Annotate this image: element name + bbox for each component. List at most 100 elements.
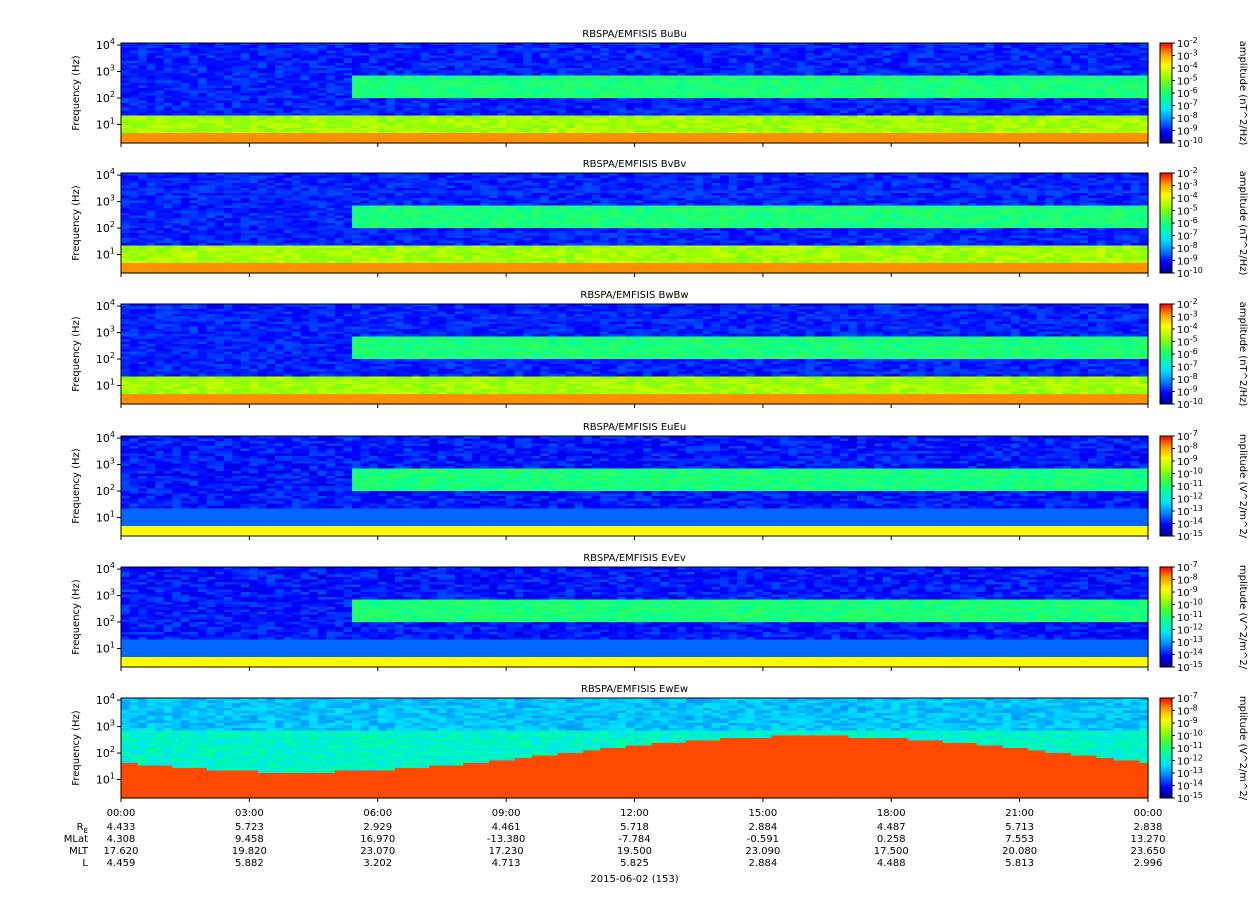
ephemeris-value: 5.723	[235, 822, 264, 833]
y-tick-label: 103	[96, 64, 115, 79]
ephemeris-value: 4.459	[107, 858, 136, 869]
time-axis: 00:00 03:00 06:00 09:00 12:00 15:00 18:00 21:00…	[64, 808, 1166, 885]
y-tick-label: 102	[96, 220, 115, 235]
y-axis-label: Frequency (Hz)	[71, 448, 82, 524]
colorbar: 10-210-310-410-510-610-710-810-910-10 amp…	[1160, 297, 1248, 411]
colorbar: 10-710-810-910-1010-1110-1210-1310-1410-…	[1160, 560, 1248, 674]
time-tick-label: 21:00	[1005, 808, 1034, 819]
colorbar-label: amplitude (nT^2/Hz)	[1237, 171, 1248, 276]
y-tick-label: 103	[96, 194, 115, 209]
ephemeris-value: 2.996	[1134, 858, 1163, 869]
y-tick-label: 104	[96, 298, 115, 313]
ephemeris-value: 3.202	[363, 858, 392, 869]
time-tick-label: 18:00	[877, 808, 906, 819]
colorbar-tick-label: 10-10	[1177, 397, 1203, 411]
y-axis-label: Frequency (Hz)	[71, 316, 82, 392]
colorbar: 10-710-810-910-1010-1110-1210-1310-1410-…	[1160, 691, 1248, 805]
colorbar-tick-label: 10-15	[1177, 791, 1203, 805]
y-tick-label: 103	[96, 325, 115, 340]
ephemeris-value: -7.784	[618, 834, 650, 845]
colorbar-label: mplitude (V^2/m^2/	[1237, 696, 1248, 801]
time-tick-label: 00:00	[107, 808, 136, 819]
ephemeris-label: MLat	[64, 834, 88, 845]
y-tick-label: 101	[96, 116, 115, 131]
spectrogram-panel: RBSPA/EMFISIS BwBw101102103104Frequency …	[71, 290, 1248, 411]
y-tick-label: 102	[96, 90, 115, 105]
ephemeris-value: 2.929	[363, 822, 392, 833]
y-tick-label: 102	[96, 351, 115, 366]
y-tick-label: 103	[96, 588, 115, 603]
colorbar-label: mplitude (V^2/m^2/	[1237, 434, 1248, 539]
y-tick-label: 101	[96, 509, 115, 524]
ephemeris-value: 7.553	[1005, 834, 1034, 845]
y-tick-label: 103	[96, 457, 115, 472]
colorbar-tick-label: 10-10	[1177, 136, 1203, 150]
time-tick-label: 03:00	[235, 808, 264, 819]
spectrogram-image	[121, 698, 1149, 799]
ephemeris-value: 4.433	[107, 822, 136, 833]
ephemeris-value: 2.884	[749, 858, 778, 869]
ephemeris-value: 23.090	[745, 846, 780, 857]
panel-title: RBSPA/EMFISIS EuEu	[583, 422, 686, 433]
ephemeris-value: 4.308	[107, 834, 136, 845]
spectrogram-panel: RBSPA/EMFISIS EvEv101102103104Frequency …	[71, 553, 1248, 674]
time-tick-label: 12:00	[620, 808, 649, 819]
y-tick-label: 104	[96, 561, 115, 576]
spectrogram-panels: RBSPA/EMFISIS BuBu101102103104Frequency …	[71, 29, 1248, 805]
ephemeris-value: 17.230	[489, 846, 524, 857]
time-tick-label: 06:00	[363, 808, 392, 819]
y-axis-label: Frequency (Hz)	[71, 55, 82, 131]
panel-title: RBSPA/EMFISIS EwEw	[581, 684, 688, 695]
y-axis-label: Frequency (Hz)	[71, 710, 82, 786]
time-tick-label: 09:00	[492, 808, 521, 819]
ephemeris-value: 5.825	[620, 858, 649, 869]
spectrogram-image	[121, 43, 1149, 144]
ephemeris-value: -0.591	[747, 834, 779, 845]
ephemeris-value: 4.461	[492, 822, 521, 833]
spectrogram-panel: RBSPA/EMFISIS EwEw101102103104Frequency …	[71, 684, 1248, 805]
ephemeris-value: 23.070	[360, 846, 395, 857]
ephemeris-value: 13.270	[1131, 834, 1166, 845]
ephemeris-value: 2.884	[749, 822, 778, 833]
y-tick-label: 101	[96, 246, 115, 261]
y-axis-label: Frequency (Hz)	[71, 579, 82, 655]
ephemeris-value: 5.718	[620, 822, 649, 833]
ephemeris-value: 5.813	[1005, 858, 1034, 869]
y-tick-label: 101	[96, 771, 115, 786]
y-axis-label: Frequency (Hz)	[71, 185, 82, 261]
ephemeris-value: -13.380	[487, 834, 526, 845]
time-tick-label: 15:00	[748, 808, 777, 819]
y-tick-label: 102	[96, 745, 115, 760]
colorbar-tick-label: 10-15	[1177, 529, 1203, 543]
ephemeris-label: MLT	[69, 846, 89, 857]
colorbar: 10-210-310-410-510-610-710-810-910-10 amp…	[1160, 36, 1248, 150]
spectrogram-panel: RBSPA/EMFISIS EuEu 101 102 103 104 Frequency …	[71, 422, 1248, 543]
ephemeris-value: 4.713	[492, 858, 521, 869]
ephemeris-value: 23.650	[1131, 846, 1166, 857]
panel-title: RBSPA/EMFISIS EvEv	[583, 553, 686, 564]
colorbar-tick-label: 10-15	[1177, 660, 1203, 674]
spectrogram-image	[121, 567, 1149, 668]
ephemeris-value: 5.882	[235, 858, 264, 869]
spectrogram-panel: RBSPA/EMFISIS BvBv101102103104Frequency …	[71, 159, 1248, 280]
time-tick-label: 00:00	[1134, 808, 1163, 819]
y-tick-label: 104	[96, 37, 115, 52]
colorbar-label: amplitude (nT^2/Hz)	[1237, 302, 1248, 407]
y-tick-label: 102	[96, 483, 115, 498]
y-tick-label: 101	[96, 377, 115, 392]
colorbar: 10-710-810-910-1010-1110-1210-1310-1410-…	[1160, 429, 1248, 543]
ephemeris-value: 20.080	[1002, 846, 1037, 857]
ephemeris-value: 17.500	[874, 846, 909, 857]
y-tick-label: 101	[96, 640, 115, 655]
ephemeris-value: 2.838	[1134, 822, 1163, 833]
y-tick-label: 104	[96, 430, 115, 445]
date-label: 2015-06-02 (153)	[590, 874, 678, 885]
panel-title: RBSPA/EMFISIS BvBv	[583, 159, 687, 170]
ephemeris-value: 17.620	[104, 846, 139, 857]
ephemeris-value: 0.258	[877, 834, 906, 845]
spectrogram-image	[121, 304, 1149, 405]
ephemeris-value: 19.820	[232, 846, 267, 857]
colorbar-label: amplitude (nT^2/Hz)	[1237, 41, 1248, 146]
ephemeris-value: 4.488	[877, 858, 906, 869]
